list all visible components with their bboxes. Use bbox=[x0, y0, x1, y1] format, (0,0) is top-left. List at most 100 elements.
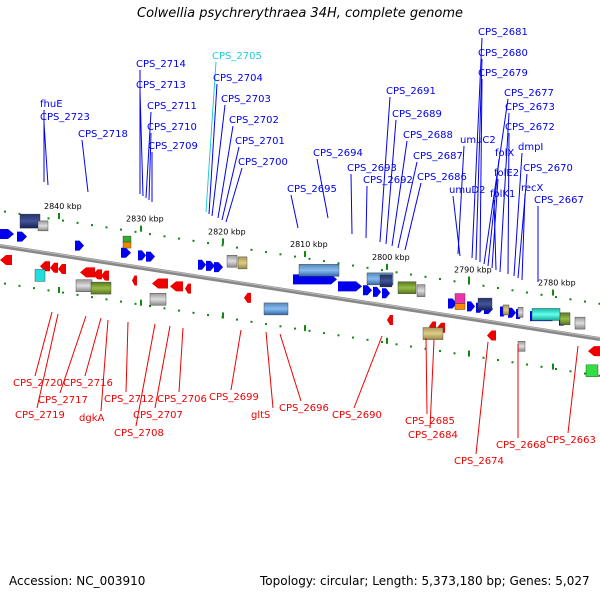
scale-dot-lower bbox=[511, 361, 514, 364]
scale-dot-lower bbox=[598, 374, 600, 377]
rna-feature-box bbox=[19, 213, 41, 229]
scale-dot-upper bbox=[279, 253, 282, 256]
scale-dot-lower bbox=[105, 298, 108, 301]
leader-line-bottom bbox=[230, 329, 242, 391]
leader-line-bottom bbox=[425, 337, 428, 415]
gene-label-bottom: CPS_2663 bbox=[546, 435, 596, 446]
leader-line-bottom bbox=[125, 321, 129, 393]
gene-label-bottom: CPS_2668 bbox=[496, 440, 546, 451]
leader-line-bottom bbox=[34, 311, 53, 377]
kbp-label: 2830 kbp bbox=[126, 215, 164, 224]
rna-feature-box bbox=[379, 274, 393, 288]
gene-label-top: CPS_2704 bbox=[213, 73, 263, 84]
leader-line-top bbox=[385, 119, 397, 245]
major-tick-lower bbox=[304, 325, 306, 332]
major-tick-lower bbox=[222, 312, 224, 319]
leader-line-top bbox=[479, 78, 483, 263]
map-title: Colwellia psychrerythraea 34H, complete … bbox=[137, 6, 463, 21]
gene-label-bottom: CPS_2707 bbox=[133, 410, 183, 421]
gene-label-bottom: CPS_2684 bbox=[408, 430, 458, 441]
scale-dot-upper bbox=[4, 210, 6, 213]
leader-line-top bbox=[43, 122, 49, 186]
scale-dot-upper bbox=[91, 224, 93, 227]
scale-dot-upper bbox=[178, 237, 180, 240]
scale-dot-lower bbox=[424, 347, 427, 350]
forward-gene-arrow bbox=[121, 247, 131, 258]
gene-label-top: CPS_2705 bbox=[212, 51, 262, 62]
gene-label-bottom: CPS_2712 bbox=[104, 394, 154, 405]
leader-line-top bbox=[513, 152, 523, 277]
major-tick-upper bbox=[552, 289, 554, 296]
leader-line-top bbox=[404, 182, 422, 251]
scale-dot-lower bbox=[178, 309, 180, 312]
rna-feature-box bbox=[574, 316, 586, 330]
forward-gene-arrow bbox=[338, 281, 362, 292]
forward-gene-arrow bbox=[206, 260, 215, 271]
gene-label-top: CPS_2670 bbox=[523, 163, 573, 174]
label-layer: fhuE CPS_2723 CPS_2718 CPS_2714 CPS_2713 CPS_… bbox=[13, 27, 596, 467]
scale-dot-lower bbox=[323, 332, 325, 335]
scale-dot-upper bbox=[163, 235, 166, 238]
forward-gene-arrow bbox=[198, 259, 206, 270]
leader-line-bottom bbox=[100, 319, 109, 412]
scale-dot-upper bbox=[221, 244, 224, 247]
scale-dot-lower bbox=[352, 336, 354, 339]
leader-line-top bbox=[475, 58, 483, 261]
leader-line-top bbox=[397, 161, 418, 249]
scale-dot-lower bbox=[134, 302, 137, 305]
forward-gene-arrow bbox=[214, 262, 223, 273]
forward-gene-arrow bbox=[138, 250, 146, 261]
scale-dot-lower bbox=[482, 356, 485, 359]
forward-gene-arrow bbox=[0, 229, 14, 239]
leader-line-top bbox=[457, 145, 465, 255]
scale-dot-upper bbox=[366, 266, 369, 269]
leader-line-top bbox=[499, 112, 510, 273]
leader-line-top bbox=[208, 83, 218, 215]
gene-label-top: CPS_2691 bbox=[386, 86, 436, 97]
scale-dot-lower bbox=[294, 327, 296, 330]
reverse-gene-arrow bbox=[101, 270, 109, 281]
forward-gene-arrow bbox=[17, 231, 27, 242]
scale-dot-lower bbox=[439, 350, 441, 353]
rna-feature-box bbox=[75, 279, 93, 292]
major-tick-lower bbox=[140, 299, 142, 306]
gene-label-bottom: dgkA bbox=[79, 413, 104, 424]
forward-gene-arrow bbox=[448, 298, 457, 309]
gene-label-bottom: CPS_2716 bbox=[63, 378, 113, 389]
scale-dot-lower bbox=[91, 296, 93, 299]
leader-line-bottom bbox=[353, 335, 383, 409]
reverse-gene-arrow bbox=[185, 283, 191, 294]
leader-line-bottom bbox=[265, 331, 274, 409]
major-tick-upper bbox=[386, 263, 388, 270]
scale-dot-lower bbox=[584, 372, 586, 375]
gene-label-top: CPS_2667 bbox=[534, 195, 584, 206]
scale-dot-lower bbox=[47, 289, 50, 292]
leader-line-top bbox=[507, 132, 510, 275]
gene-label-top: CPS_2718 bbox=[78, 129, 128, 140]
gene-label-top: CPS_2687 bbox=[413, 151, 463, 162]
gene-label-bottom: CPS_2708 bbox=[114, 428, 164, 439]
rna-feature-box bbox=[477, 297, 493, 311]
gene-label-top: recX bbox=[521, 183, 544, 194]
scale-dot-upper bbox=[526, 291, 528, 294]
scale-dot-upper bbox=[47, 217, 50, 220]
leader-line-bottom bbox=[59, 315, 87, 394]
scale-dot-upper bbox=[569, 298, 572, 301]
gene-label-top: folK1 bbox=[490, 189, 515, 200]
leader-line-top bbox=[487, 158, 500, 267]
gene-label-top: CPS_2681 bbox=[478, 27, 528, 38]
backbone-layer bbox=[0, 244, 600, 341]
scale-dot-lower bbox=[192, 311, 195, 314]
scale-dot-lower bbox=[453, 352, 456, 355]
leader-line-bottom bbox=[279, 333, 302, 402]
forward-gene-arrow bbox=[467, 301, 475, 312]
leader-line-top bbox=[521, 193, 526, 281]
scale-dot-lower bbox=[62, 291, 64, 294]
gene-label-top: umuD2 bbox=[449, 185, 485, 196]
rna-feature-box bbox=[34, 269, 46, 282]
leader-line-top bbox=[221, 146, 240, 221]
scale-dot-lower bbox=[4, 282, 6, 285]
rna-feature-box bbox=[122, 241, 132, 249]
scale-dot-lower bbox=[120, 300, 122, 303]
scale-dot-upper bbox=[468, 282, 470, 285]
